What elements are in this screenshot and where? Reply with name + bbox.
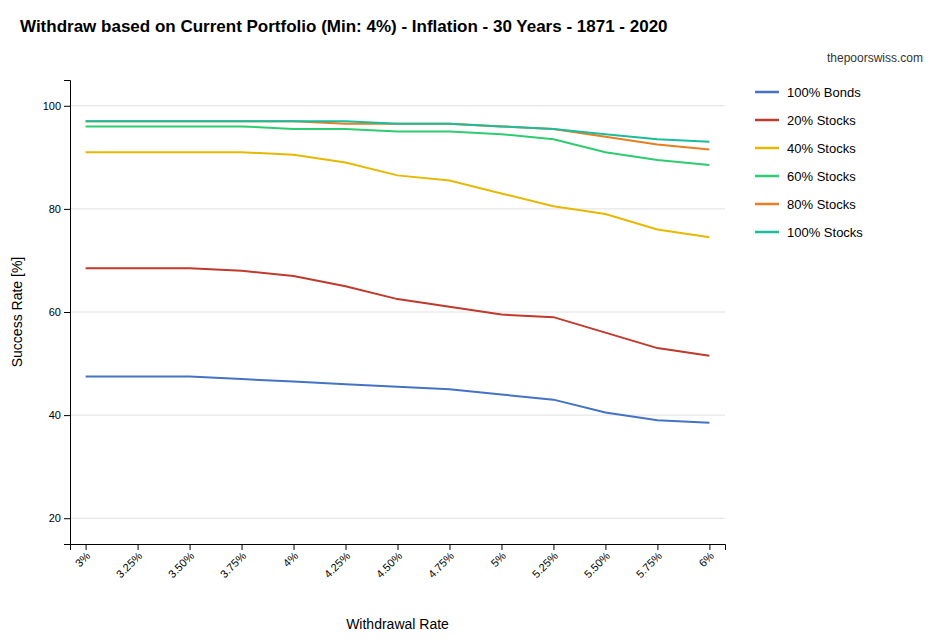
y-tick-mark bbox=[64, 518, 70, 519]
series-line bbox=[86, 121, 710, 149]
x-tick: 5.25% bbox=[530, 544, 561, 580]
y-tick-mark bbox=[64, 106, 70, 107]
x-tick: 3.50% bbox=[166, 544, 197, 580]
x-tick-mark bbox=[242, 544, 243, 550]
lines bbox=[86, 121, 710, 423]
y-tick: 20 bbox=[49, 512, 70, 524]
x-tick-label: 5.75% bbox=[634, 549, 665, 580]
series-line bbox=[86, 268, 710, 356]
y-tick-mark bbox=[64, 415, 70, 416]
x-tick-label: 5.50% bbox=[582, 549, 613, 580]
legend-label: 40% Stocks bbox=[787, 141, 856, 156]
legend-label: 20% Stocks bbox=[787, 113, 856, 128]
legend-label: 80% Stocks bbox=[787, 197, 856, 212]
series-line bbox=[86, 121, 710, 142]
x-tick-label: 4.25% bbox=[322, 549, 353, 580]
legend-swatch bbox=[755, 203, 779, 206]
y-tick-label: 100 bbox=[43, 100, 61, 112]
legend-item: 100% Bonds bbox=[755, 85, 861, 100]
grid-line bbox=[70, 518, 725, 519]
y-axis-title: Success Rate [%] bbox=[9, 257, 25, 368]
x-axis-line bbox=[71, 545, 726, 551]
series-line bbox=[86, 152, 710, 237]
x-tick-mark bbox=[398, 544, 399, 550]
legend-item: 40% Stocks bbox=[755, 141, 856, 156]
x-tick-mark bbox=[709, 544, 710, 550]
x-tick: 4.75% bbox=[426, 544, 457, 580]
x-tick-label: 3.50% bbox=[166, 549, 197, 580]
y-tick-label: 60 bbox=[49, 306, 61, 318]
x-tick-mark bbox=[346, 544, 347, 550]
x-tick-label: 4% bbox=[281, 549, 301, 569]
x-tick-mark bbox=[86, 544, 87, 550]
y-axis: 20 40 60 80 100 bbox=[43, 81, 71, 545]
title: Withdraw based on Current Portfolio (Min… bbox=[20, 17, 668, 36]
y-tick: 100 bbox=[43, 100, 70, 112]
legend-label: 60% Stocks bbox=[787, 169, 856, 184]
x-tick-mark bbox=[605, 544, 606, 550]
plot: 3% 3.25% 3.50% 3.75% 4% 4.25% 4.50% 4.75% 5% 5.25… bbox=[43, 81, 726, 581]
x-tick-label: 3.25% bbox=[114, 549, 145, 580]
legend-item: 100% Stocks bbox=[755, 225, 863, 240]
legend-swatch bbox=[755, 231, 779, 234]
x-tick-label: 4.50% bbox=[374, 549, 405, 580]
series-line bbox=[86, 376, 710, 422]
x-tick: 4.25% bbox=[322, 544, 353, 580]
x-tick-label: 4.75% bbox=[426, 549, 457, 580]
legend-swatch bbox=[755, 119, 779, 122]
x-tick-mark bbox=[501, 544, 502, 550]
legend-item: 20% Stocks bbox=[755, 113, 856, 128]
x-tick: 5.75% bbox=[634, 544, 665, 580]
x-tick-mark bbox=[449, 544, 450, 550]
x-tick-mark bbox=[657, 544, 658, 550]
grid bbox=[70, 106, 725, 518]
x-tick: 3% bbox=[73, 544, 93, 569]
grid-line bbox=[70, 312, 725, 313]
x-tick-label: 3% bbox=[73, 549, 93, 569]
y-axis-line bbox=[64, 81, 71, 545]
x-tick: 4.50% bbox=[374, 544, 405, 580]
x-tick-label: 5% bbox=[488, 549, 508, 569]
x-tick-label: 3.75% bbox=[218, 549, 249, 580]
y-tick-label: 20 bbox=[49, 512, 61, 524]
legend-item: 80% Stocks bbox=[755, 197, 856, 212]
x-tick: 3.25% bbox=[114, 544, 145, 580]
x-tick: 5% bbox=[488, 544, 508, 569]
x-tick-label: 6% bbox=[696, 549, 716, 569]
legend-swatch bbox=[755, 147, 779, 150]
grid-line bbox=[70, 105, 725, 106]
x-tick-mark bbox=[553, 544, 554, 550]
legend: 100% Bonds 20% Stocks 40% Stocks 60% Stocks… bbox=[755, 85, 863, 240]
x-tick-mark bbox=[294, 544, 295, 550]
series-line bbox=[86, 126, 710, 165]
y-tick-label: 40 bbox=[49, 409, 61, 421]
y-tick: 40 bbox=[49, 409, 70, 421]
x-axis-title: Withdrawal Rate bbox=[346, 616, 449, 632]
legend-label: 100% Stocks bbox=[787, 225, 863, 240]
x-axis: 3% 3.25% 3.50% 3.75% 4% 4.25% 4.50% 4.75% 5% 5.25… bbox=[71, 544, 726, 580]
chart: 3% 3.25% 3.50% 3.75% 4% 4.25% 4.50% 4.75% 5% 5.25… bbox=[0, 0, 935, 644]
grid-line bbox=[70, 208, 725, 209]
x-tick: 4% bbox=[281, 544, 301, 569]
x-tick: 6% bbox=[696, 544, 716, 569]
legend-swatch bbox=[755, 91, 779, 94]
x-tick: 5.50% bbox=[582, 544, 613, 580]
x-tick: 3.75% bbox=[218, 544, 249, 580]
x-tick-mark bbox=[138, 544, 139, 550]
legend-label: 100% Bonds bbox=[787, 85, 861, 100]
legend-item: 60% Stocks bbox=[755, 169, 856, 184]
y-tick-mark bbox=[64, 312, 70, 313]
y-tick: 80 bbox=[49, 203, 70, 215]
x-tick-label: 5.25% bbox=[530, 549, 561, 580]
y-tick: 60 bbox=[49, 306, 70, 318]
y-tick-label: 80 bbox=[49, 203, 61, 215]
subtitle: thepoorswiss.com bbox=[827, 51, 923, 65]
legend-swatch bbox=[755, 175, 779, 178]
x-tick-mark bbox=[190, 544, 191, 550]
y-tick-mark bbox=[64, 209, 70, 210]
